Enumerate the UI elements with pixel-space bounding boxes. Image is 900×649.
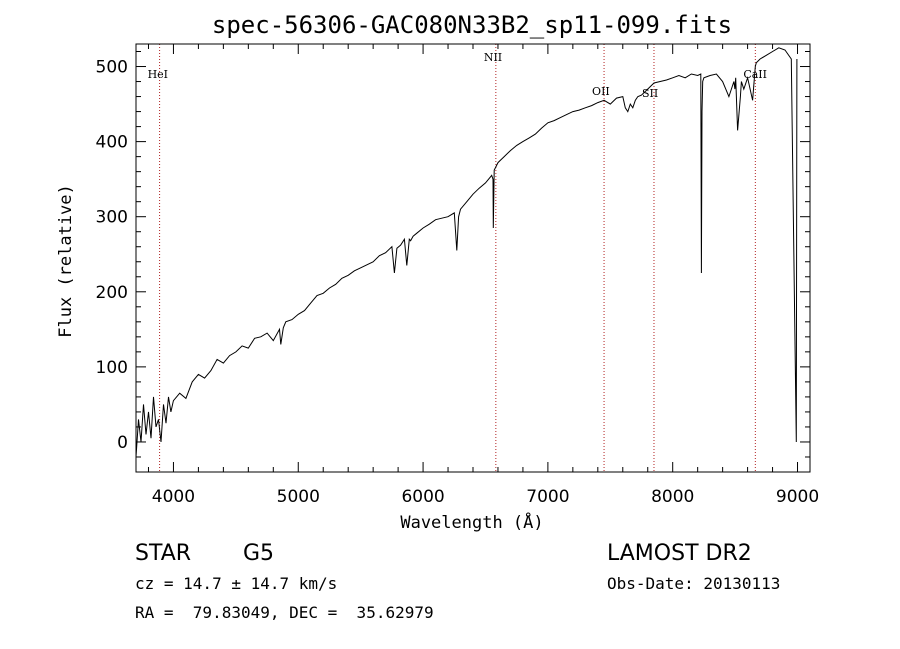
- y-tick-label: 500: [96, 58, 128, 78]
- y-tick-label: 200: [96, 283, 128, 303]
- y-tick-label: 300: [96, 208, 128, 228]
- spectral-line-label: OII: [592, 85, 610, 98]
- spectral-subclass: G5: [243, 541, 275, 566]
- spectral-line-label: SII: [642, 87, 658, 100]
- x-tick-label: 5000: [277, 487, 320, 507]
- plot-frame: [135, 43, 811, 473]
- emission-lines-layer: HeI NII OII SII CaII: [148, 44, 767, 472]
- y-axis-label: Flux (relative): [56, 184, 76, 338]
- x-tick-label: 7000: [526, 487, 569, 507]
- chart-title: spec-56306-GAC080N33B2_sp11-099.fits: [212, 11, 732, 39]
- spectral-line-label: NII: [484, 51, 502, 64]
- spectral-line-label: HeI: [148, 68, 168, 81]
- spectrum-line: [135, 47, 798, 458]
- x-tick-label: 6000: [401, 487, 444, 507]
- x-tick-label: 9000: [776, 487, 819, 507]
- sky-coordinates: RA = 79.83049, DEC = 35.62979: [135, 603, 434, 622]
- survey-name: LAMOST DR2: [607, 541, 752, 566]
- y-tick-label: 400: [96, 133, 128, 153]
- y-tick-label: 100: [96, 358, 128, 378]
- y-tick-label: 0: [117, 433, 128, 453]
- object-type: STAR: [135, 541, 192, 566]
- observation-date: Obs-Date: 20130113: [607, 574, 781, 593]
- x-tick-label: 8000: [651, 487, 694, 507]
- redshift-cz: cz = 14.7 ± 14.7 km/s: [135, 574, 338, 593]
- x-axis-label: Wavelength (Å): [400, 511, 543, 533]
- x-tick-label: 4000: [152, 487, 195, 507]
- axis-ticks-layer: 4000 5000 6000 7000 8000 9000 0 100 200 300 400 500: [96, 44, 819, 507]
- spectral-line-label: CaII: [743, 68, 767, 81]
